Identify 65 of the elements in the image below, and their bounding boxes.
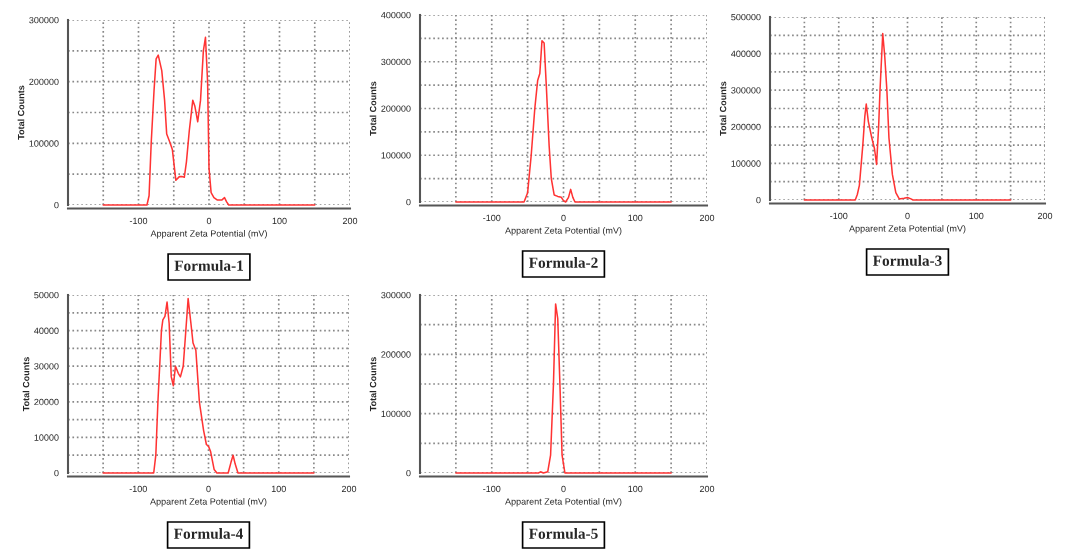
y-tick-label: 10000 [34, 434, 59, 441]
text: Formula-4 [173, 528, 244, 539]
x-tick-label: 0 [206, 217, 212, 225]
y-tick-label: 50000 [34, 291, 59, 299]
y-tick-label: 0 [756, 196, 761, 204]
x-tick-label: 200 [699, 214, 715, 222]
x-tick-label: -100 [129, 217, 148, 225]
y-axis-title: Total Counts [17, 85, 25, 140]
line-series [803, 32, 1012, 201]
x-tick-label: -100 [830, 212, 848, 220]
x-axis-title: Apparent Zeta Potential (mV) [505, 227, 622, 236]
line-series [102, 297, 315, 474]
text: Formula-5 [528, 528, 598, 539]
x-tick-label: 200 [342, 217, 358, 225]
y-tick-label: 300000 [381, 58, 411, 66]
y-tick-label: 0 [406, 469, 411, 477]
text: Formula-2 [528, 257, 598, 268]
x-axis-title: Apparent Zeta Potential (mV) [150, 498, 267, 507]
y-tick-label: 100000 [381, 152, 411, 159]
y-tick-label: 100000 [381, 410, 411, 418]
x-axis-title: Apparent Zeta Potential (mV) [849, 225, 966, 234]
y-tick-label: 0 [406, 198, 411, 206]
y-tick-label: 300000 [29, 16, 59, 24]
x-tick-label: 200 [699, 485, 715, 493]
y-tick-label: 200000 [29, 78, 59, 86]
y-tick-label: 300000 [381, 291, 411, 299]
x-tick-label: -100 [483, 485, 501, 493]
y-axis-title: Total Counts [719, 81, 727, 136]
line-series [102, 36, 316, 206]
x-axis-title: Apparent Zeta Potential (mV) [150, 230, 267, 239]
x-tick-label: 0 [561, 214, 566, 222]
y-axis-title: Total Counts [22, 357, 30, 412]
y-tick-label: 40000 [34, 327, 59, 334]
y-tick-label: 400000 [731, 50, 761, 57]
line-series [455, 303, 672, 474]
x-tick-label: 100 [628, 485, 643, 493]
x-tick-label: 100 [628, 214, 643, 222]
y-tick-label: 200000 [731, 123, 761, 131]
x-tick-label: 200 [1037, 212, 1053, 220]
x-axis-title: Apparent Zeta Potential (mV) [505, 498, 622, 507]
x-tick-label: 0 [905, 212, 910, 220]
y-tick-label: 30000 [34, 363, 59, 370]
x-tick-label: -100 [129, 485, 147, 493]
x-tick-label: 0 [206, 485, 211, 493]
text: Formula-1 [174, 260, 243, 271]
y-tick-label: 500000 [731, 13, 761, 21]
x-tick-label: 100 [969, 212, 984, 220]
x-tick-label: 100 [271, 485, 286, 493]
y-axis-title: Total Counts [369, 81, 377, 136]
x-tick-label: 0 [561, 485, 566, 493]
x-tick-label: 100 [272, 217, 287, 225]
y-tick-label: 100000 [731, 160, 761, 167]
x-tick-label: 200 [341, 485, 357, 493]
y-tick-label: 400000 [381, 11, 411, 19]
text: Formula-3 [872, 255, 942, 266]
y-tick-label: 0 [54, 469, 59, 477]
y-tick-label: 20000 [34, 398, 59, 406]
y-tick-label: 0 [54, 201, 59, 209]
y-tick-label: 200000 [381, 351, 411, 358]
y-tick-label: 300000 [731, 87, 761, 94]
y-tick-label: 100000 [29, 140, 59, 147]
line-series [455, 39, 672, 203]
x-tick-label: -100 [483, 214, 501, 222]
y-axis-title: Total Counts [369, 357, 377, 412]
y-tick-label: 200000 [381, 105, 411, 112]
